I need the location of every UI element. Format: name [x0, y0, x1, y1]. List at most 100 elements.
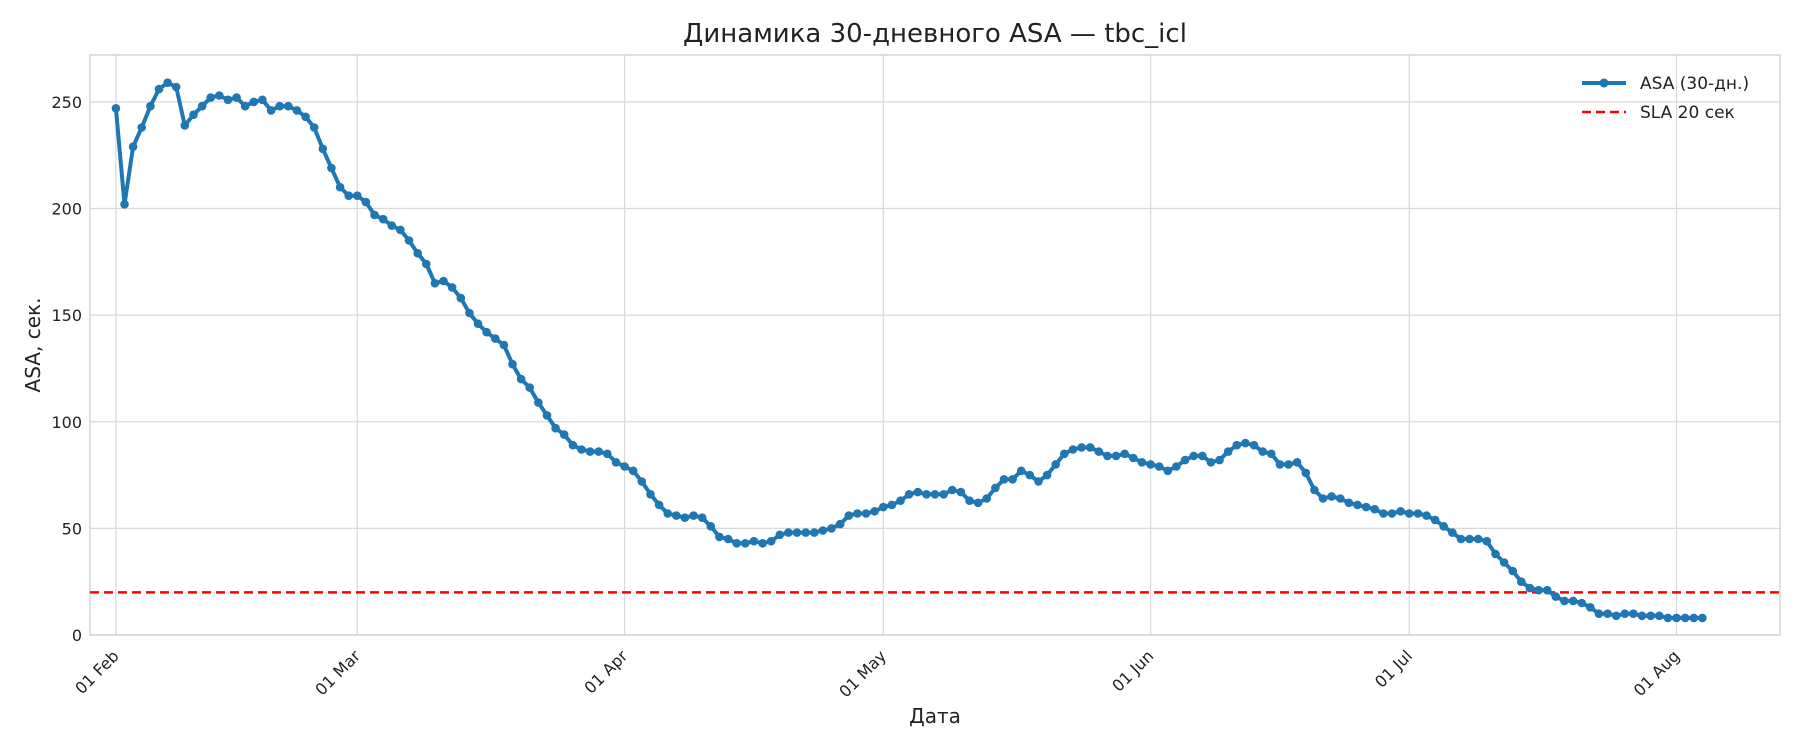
asa-data-point: [1680, 613, 1690, 623]
asa-data-point: [1689, 613, 1699, 623]
asa-data-point: [370, 210, 379, 220]
asa-data-point: [361, 197, 371, 207]
asa-data-point: [1491, 549, 1500, 559]
asa-data-point: [413, 249, 423, 258]
legend-asa-label: ASA (30-дн.): [1640, 74, 1749, 94]
asa-data-point: [128, 142, 138, 151]
asa-data-point: [499, 340, 509, 350]
asa-data-point: [1241, 438, 1250, 448]
asa-data-point: [1301, 468, 1311, 478]
asa-data-point: [232, 93, 241, 102]
y-tick-label: 100: [51, 413, 82, 432]
asa-data-point: [482, 327, 491, 337]
asa-data-point: [396, 225, 405, 235]
asa-data-point: [1215, 455, 1224, 465]
asa-data-point: [1473, 534, 1483, 544]
asa-data-point: [654, 500, 664, 510]
asa-data-point: [1223, 447, 1233, 456]
asa-data-point: [585, 447, 595, 456]
asa-data-point: [1318, 494, 1328, 503]
asa-data-point: [930, 490, 940, 499]
asa-data-point: [706, 522, 716, 531]
asa-data-point: [1094, 447, 1104, 456]
asa-data-point: [439, 276, 448, 286]
asa-data-point: [1051, 460, 1060, 469]
asa-data-point: [715, 532, 724, 542]
asa-data-point: [1611, 611, 1621, 621]
asa-data-point: [1672, 613, 1681, 623]
asa-data-point: [594, 447, 603, 456]
asa-data-point: [120, 200, 129, 209]
asa-data-point: [1456, 534, 1466, 544]
asa-data-point: [284, 101, 293, 111]
asa-data-point: [1180, 455, 1190, 465]
asa-data-point: [1042, 470, 1052, 480]
asa-data-point: [559, 430, 569, 439]
y-axis-label: ASA, сек.: [21, 298, 45, 393]
asa-data-point: [1258, 447, 1267, 456]
asa-data-point: [853, 509, 862, 518]
asa-data-point: [447, 283, 457, 292]
asa-data-point: [1396, 507, 1405, 516]
asa-data-point: [1413, 509, 1423, 518]
asa-data-point: [353, 191, 362, 200]
legend: ASA (30-дн.) SLA 20 сек: [1582, 74, 1749, 123]
asa-data-point: [292, 106, 302, 115]
asa-data-point: [697, 513, 707, 522]
asa-data-point: [1525, 583, 1535, 593]
asa-data-point: [1284, 460, 1293, 469]
asa-data-point: [1189, 451, 1198, 461]
legend-asa-marker: [1599, 78, 1609, 88]
asa-data-point: [1698, 613, 1707, 623]
asa-data-point: [525, 383, 534, 392]
asa-data-point: [1327, 492, 1336, 501]
asa-data-point: [1353, 500, 1362, 510]
asa-data-point: [1577, 598, 1586, 608]
asa-data-point: [663, 509, 672, 518]
asa-data-point: [249, 97, 259, 107]
asa-data-point: [766, 536, 776, 546]
asa-data-point: [1060, 449, 1069, 459]
asa-data-point: [146, 101, 155, 111]
asa-data-point: [1232, 440, 1242, 450]
asa-data-point: [1206, 458, 1216, 467]
asa-data-point: [637, 477, 647, 486]
asa-data-point: [1404, 509, 1414, 518]
asa-data-point: [1448, 528, 1457, 537]
asa-data-point: [551, 423, 560, 433]
asa-data-point: [189, 110, 198, 119]
asa-data-point: [1551, 592, 1561, 601]
asa-data-point: [1508, 566, 1517, 576]
asa-data-point: [1198, 451, 1207, 461]
asa-data-point: [1275, 460, 1285, 469]
asa-data-point: [1120, 449, 1129, 459]
asa-data-point: [965, 496, 974, 506]
asa-data-point: [404, 236, 414, 245]
asa-data-point: [1422, 511, 1431, 520]
y-tick-label: 250: [51, 93, 82, 112]
asa-data-point: [1379, 509, 1388, 518]
asa-data-point: [1103, 451, 1112, 461]
asa-data-point: [1663, 613, 1673, 623]
asa-data-point: [1387, 509, 1397, 518]
asa-data-point: [516, 374, 526, 384]
asa-data-point: [844, 511, 854, 520]
asa-data-point: [1111, 451, 1121, 461]
x-axis-label: Дата: [909, 704, 961, 728]
asa-data-point: [1594, 609, 1604, 618]
asa-data-point: [827, 524, 836, 533]
asa-data-point: [387, 221, 397, 230]
asa-data-point: [913, 487, 923, 497]
chart-title: Динамика 30-дневного ASA — tbc_icl: [683, 19, 1187, 49]
asa-data-point: [784, 528, 793, 537]
asa-data-point: [1534, 585, 1543, 595]
asa-data-point: [741, 539, 750, 548]
asa-data-point: [620, 462, 629, 471]
asa-data-point: [223, 95, 233, 105]
asa-data-point: [991, 483, 1000, 493]
asa-data-point: [1034, 477, 1043, 486]
asa-data-point: [904, 490, 914, 499]
asa-data-point: [749, 536, 759, 546]
